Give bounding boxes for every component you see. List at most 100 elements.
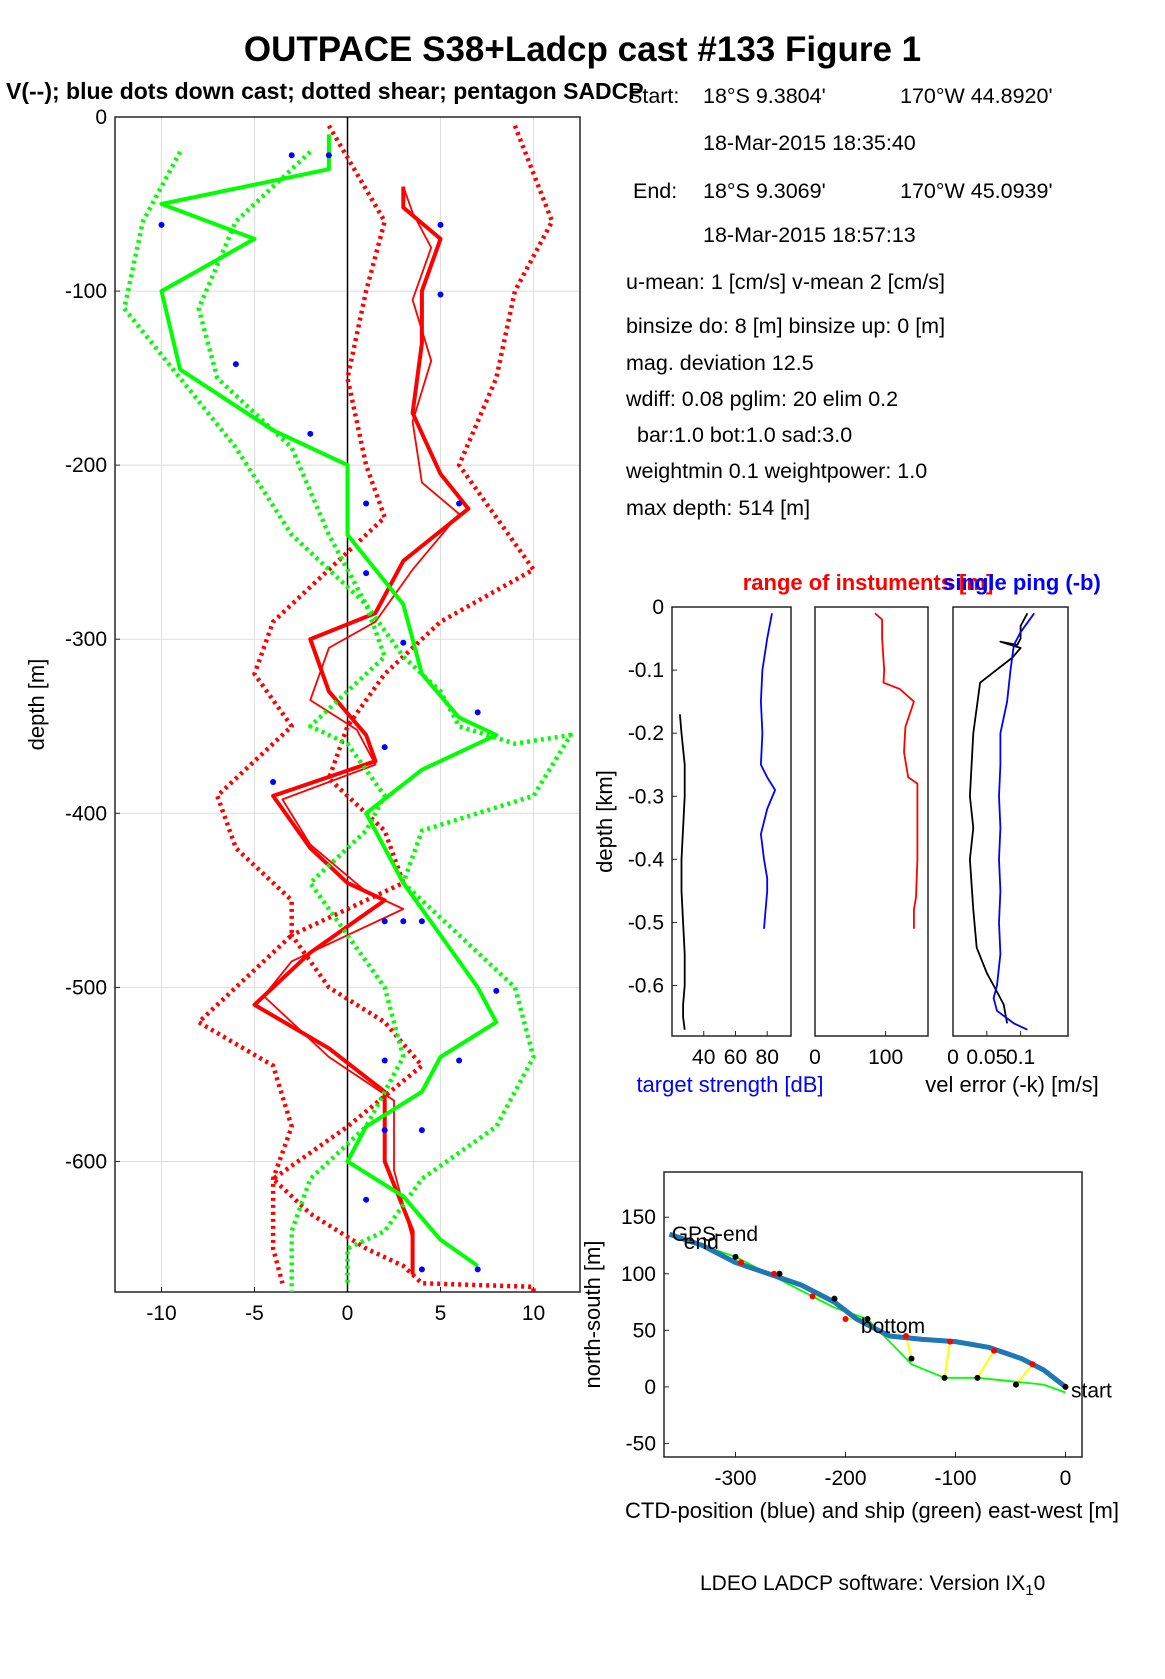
position-point bbox=[771, 1270, 777, 1277]
target_strength-axes-box bbox=[671, 606, 792, 1037]
main_profile-point bbox=[418, 1127, 425, 1134]
target_strength-ytick-label: 0 bbox=[652, 596, 664, 619]
main_profile-ytick-label: 0 bbox=[95, 106, 107, 129]
position-point bbox=[1013, 1381, 1019, 1388]
vel_error-xtick-label: 0.1 bbox=[1006, 1046, 1035, 1069]
main_profile-point bbox=[418, 1266, 425, 1273]
position-ytick-label: -50 bbox=[626, 1432, 656, 1455]
vel_error-xtick-label: 0.05 bbox=[966, 1046, 1007, 1069]
position-ytick-label: 50 bbox=[633, 1319, 656, 1342]
mag-deviation-text: mag. deviation 12.5 bbox=[626, 351, 814, 375]
footer-subscript: 1 bbox=[1025, 1582, 1034, 1600]
position-xtick-label: 0 bbox=[1060, 1467, 1072, 1490]
position-point bbox=[776, 1270, 783, 1277]
position-axes-box bbox=[663, 1171, 1083, 1458]
vel_error-axes-box bbox=[952, 606, 1069, 1037]
range-title: range of instuments [m] bbox=[743, 570, 994, 595]
target_strength-ytick-label: -0.5 bbox=[628, 911, 664, 934]
footer-text: LDEO LADCP software: Version IX bbox=[700, 1572, 1026, 1595]
main_profile-point bbox=[381, 1127, 388, 1134]
main_profile-xtick-label: 5 bbox=[435, 1302, 447, 1325]
main_profile-ytick-label: -100 bbox=[65, 280, 107, 303]
position-xtick-label: -100 bbox=[934, 1467, 976, 1490]
main_profile-point bbox=[232, 361, 239, 368]
main_profile-point bbox=[363, 500, 370, 507]
main_profile-point bbox=[400, 639, 407, 646]
wdiff-text: wdiff: 0.08 pglim: 20 elim 0.2 bbox=[626, 387, 899, 411]
main_profile-point bbox=[418, 918, 425, 925]
position-series-line-0 bbox=[668, 1231, 1068, 1389]
figure-subtitle: V(--); blue dots down cast; dotted shear… bbox=[6, 78, 644, 104]
position-point bbox=[903, 1332, 909, 1339]
main_profile-series-line-1 bbox=[262, 186, 461, 1275]
main_profile-ytick-label: -600 bbox=[65, 1150, 107, 1173]
main_profile-ytick-label: -500 bbox=[65, 976, 107, 999]
vel_error-series-line-1 bbox=[992, 612, 1035, 1031]
position-annotation: GPS-end bbox=[672, 1223, 758, 1246]
position-ylabel: north-south [m] bbox=[580, 1241, 605, 1389]
main_profile-ytick-label: -300 bbox=[65, 628, 107, 651]
end-lat: 18°S 9.3069' bbox=[703, 179, 826, 203]
position-point bbox=[831, 1295, 838, 1302]
main_profile-point bbox=[288, 152, 295, 159]
position-point bbox=[738, 1259, 744, 1266]
position-ytick-label: 100 bbox=[621, 1263, 656, 1286]
target_strength-xtick-label: 40 bbox=[692, 1046, 715, 1069]
start-time: 18-Mar-2015 18:35:40 bbox=[703, 131, 916, 155]
end-label: End: bbox=[633, 179, 678, 203]
position-ytick-label: 150 bbox=[621, 1206, 656, 1229]
position-annotation: end bbox=[684, 1231, 719, 1254]
max-depth-text: max depth: 514 [m] bbox=[626, 496, 811, 520]
vel-error-xlabel: vel error (-k) [m/s] bbox=[925, 1072, 1099, 1097]
position-point bbox=[1029, 1361, 1036, 1368]
start-lon: 170°W 44.8920' bbox=[900, 84, 1053, 108]
end-time: 18-Mar-2015 18:57:13 bbox=[703, 223, 916, 247]
start-label: Start: bbox=[628, 84, 680, 108]
main_profile-point bbox=[456, 1057, 463, 1064]
main_profile-point bbox=[381, 744, 388, 751]
main_profile-point bbox=[325, 152, 332, 159]
main_profile-point bbox=[474, 1266, 481, 1273]
figure-title: OUTPACE S38+Ladcp cast #133 Figure 1 bbox=[243, 30, 922, 69]
vel_error-series-line-0 bbox=[969, 612, 1029, 1024]
position-connector bbox=[943, 1341, 951, 1378]
weight-text: weightmin 0.1 weightpower: 1.0 bbox=[626, 459, 928, 483]
footer-tail: 0 bbox=[1033, 1572, 1046, 1595]
main_profile-xtick-label: 10 bbox=[522, 1302, 545, 1325]
position-xlabel: CTD-position (blue) and ship (green) eas… bbox=[625, 1498, 1119, 1523]
bar-text: bar:1.0 bot:1.0 sad:3.0 bbox=[637, 423, 853, 447]
main_profile-point bbox=[363, 1196, 370, 1203]
position-annotation: start bbox=[1071, 1379, 1112, 1402]
range-axes-box bbox=[814, 606, 929, 1037]
target_strength-ytick-label: -0.6 bbox=[628, 975, 664, 998]
vel_error-xtick-label: 0 bbox=[947, 1046, 959, 1069]
main_profile-series-line-4 bbox=[159, 134, 499, 1268]
position-connector bbox=[976, 1350, 995, 1379]
main_profile-series-line-6 bbox=[196, 150, 406, 1292]
position-point bbox=[732, 1253, 739, 1260]
main_profile-xtick-label: 0 bbox=[342, 1302, 354, 1325]
binsize-text: binsize do: 8 [m] binsize up: 0 [m] bbox=[626, 314, 946, 338]
main_profile-point bbox=[437, 291, 444, 298]
target_strength-ytick-label: -0.1 bbox=[628, 659, 664, 682]
position-point bbox=[991, 1347, 997, 1354]
position-annotation: bottom bbox=[861, 1315, 925, 1338]
main_profile-point bbox=[456, 500, 463, 507]
position-point bbox=[947, 1338, 953, 1345]
end-lon: 170°W 45.0939' bbox=[900, 179, 1053, 203]
position-xtick-label: -200 bbox=[824, 1467, 866, 1490]
main_profile-point bbox=[307, 430, 314, 437]
target_strength-series-line-0 bbox=[760, 613, 776, 929]
target_strength-xtick-label: 60 bbox=[724, 1046, 747, 1069]
target_strength-series-line-1 bbox=[679, 714, 686, 1030]
main_profile-point bbox=[437, 221, 444, 228]
main_profile-point bbox=[474, 709, 481, 716]
target_strength-xtick-label: 80 bbox=[756, 1046, 779, 1069]
main_profile-series-line-2 bbox=[270, 124, 555, 1292]
range-xtick-label: 0 bbox=[809, 1046, 821, 1069]
software-footer: LDEO LADCP software: Version IX10 bbox=[700, 1572, 1045, 1599]
start-lat: 18°S 9.3804' bbox=[703, 84, 826, 108]
position-point bbox=[941, 1374, 948, 1381]
position-point bbox=[864, 1316, 871, 1323]
